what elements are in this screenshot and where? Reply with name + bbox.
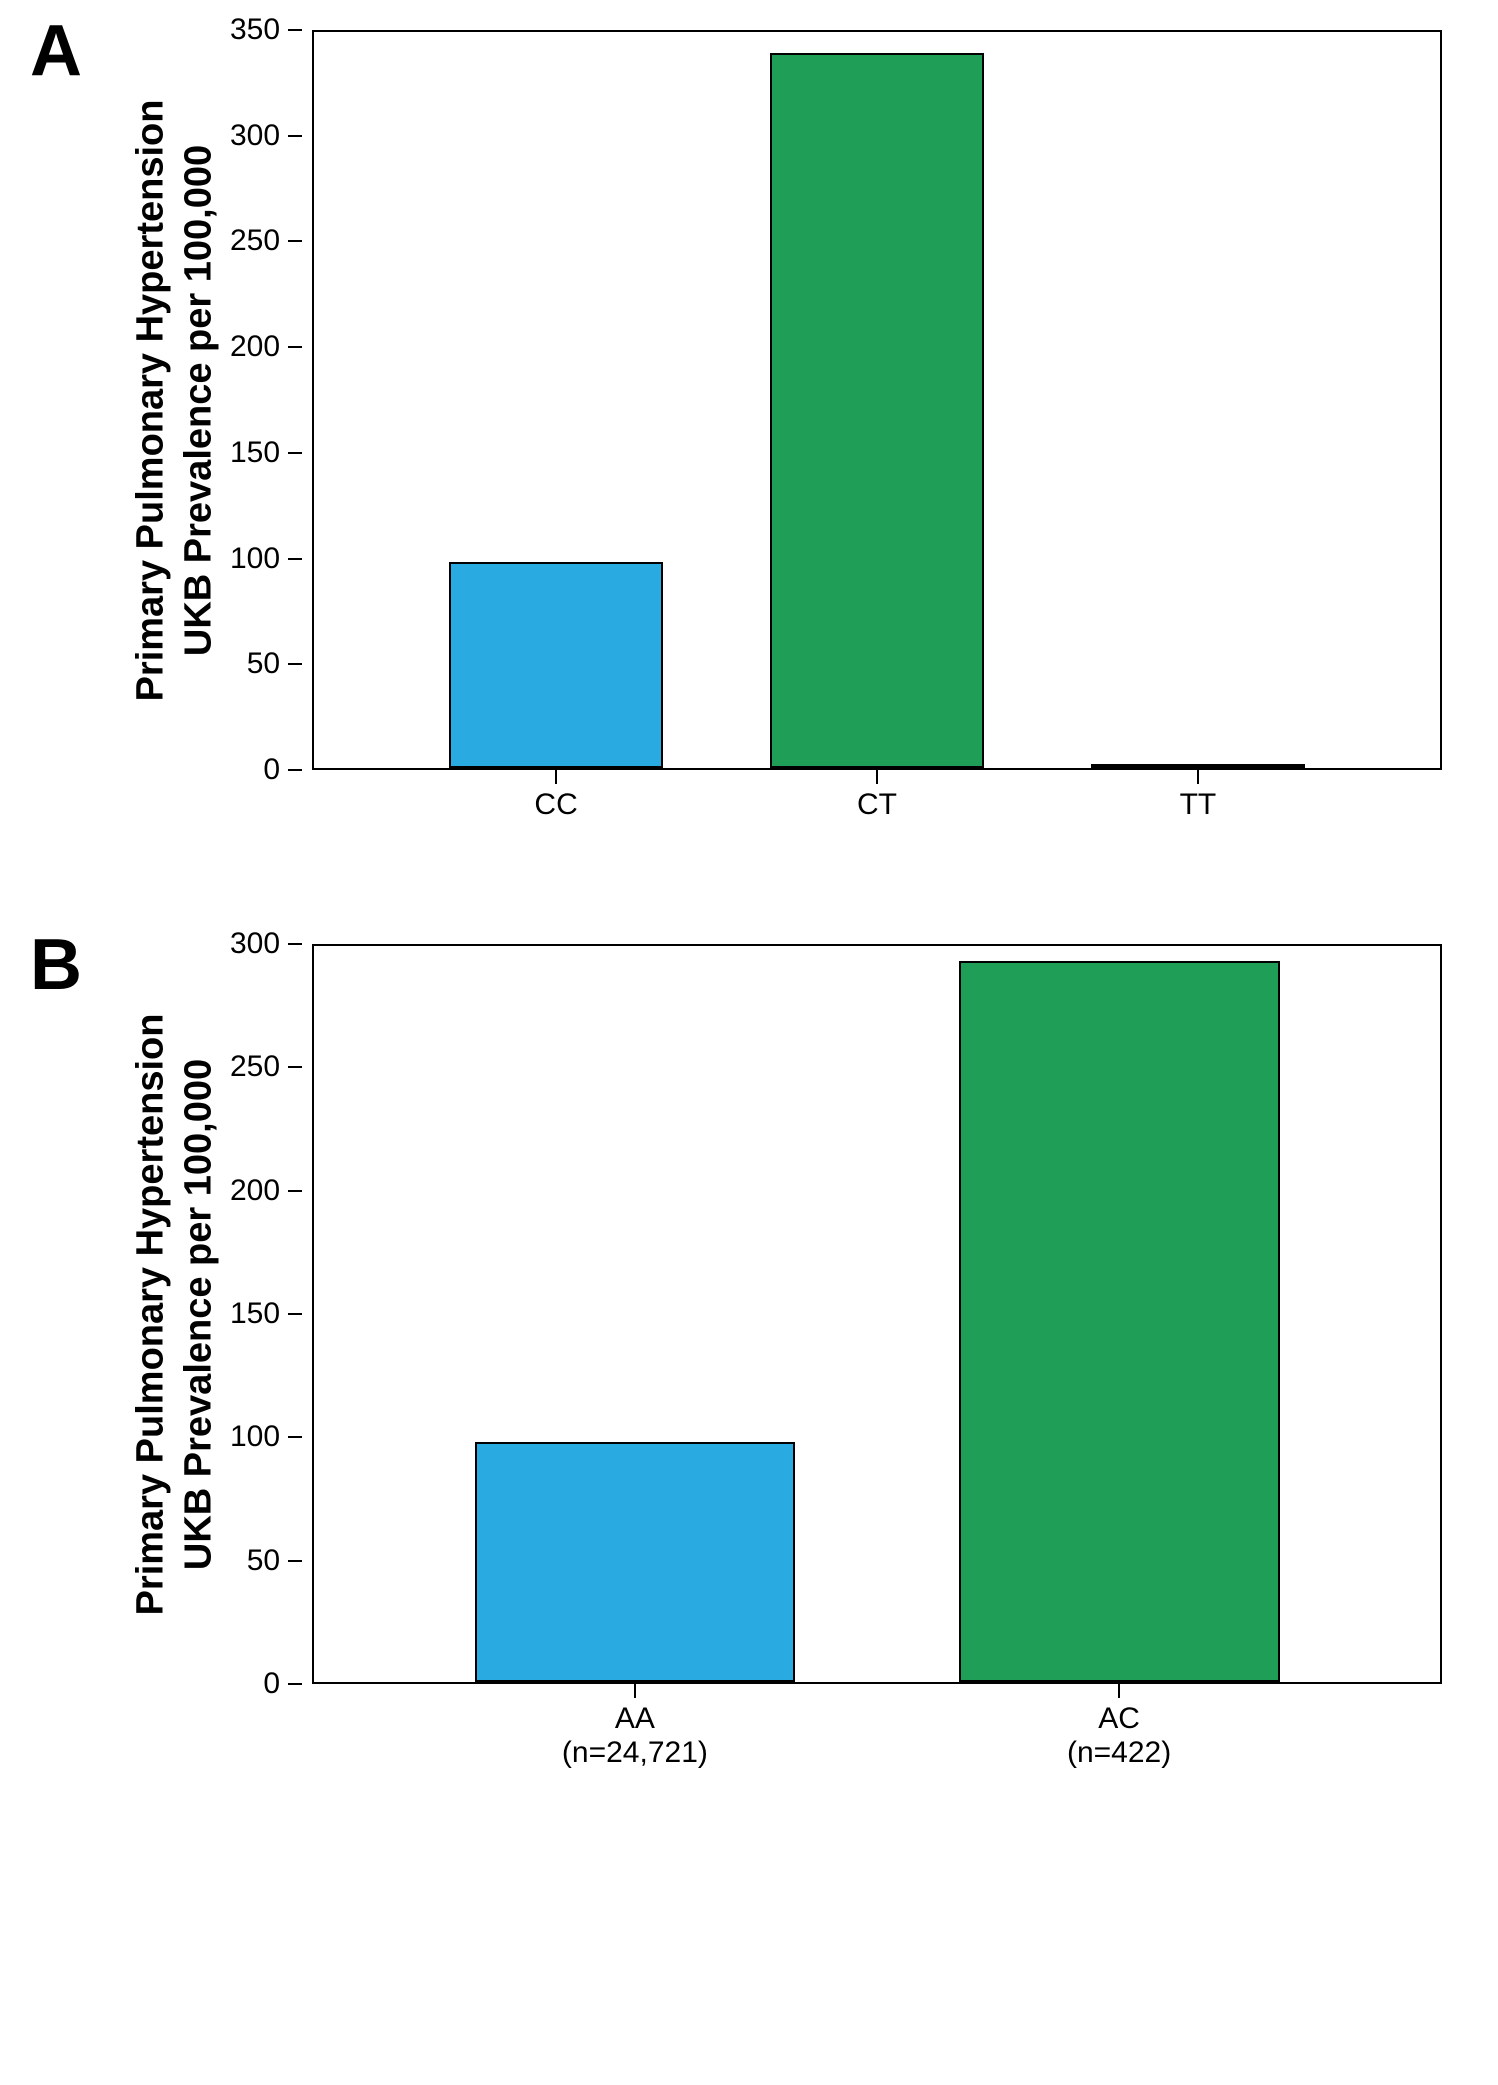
y-axis: 050100150200250300350	[230, 30, 312, 770]
x-label-CT: CT	[857, 788, 897, 822]
x-axis-col: AA(n=24,721) AC(n=422)	[312, 1684, 1442, 1778]
x-tick	[634, 1684, 636, 1698]
y-axis-label: Primary Pulmonary HypertensionUKB Preval…	[128, 99, 223, 701]
chart-wrap: Primary Pulmonary HypertensionUKB Preval…	[120, 30, 1468, 864]
x-labels: CC CT TT	[312, 784, 1442, 864]
x-label-AA: AA(n=24,721)	[562, 1702, 708, 1770]
panel-label: A	[30, 10, 82, 92]
plot-row: 050100150200250300	[230, 944, 1442, 1684]
y-axis-label-box: Primary Pulmonary HypertensionUKB Preval…	[120, 30, 230, 770]
y-axis-label-line2: UKB Prevalence per 100,000	[175, 1013, 223, 1615]
x-tick	[876, 770, 878, 784]
x-subcategory: (n=422)	[1067, 1736, 1171, 1770]
x-labels: AA(n=24,721) AC(n=422)	[312, 1698, 1442, 1778]
x-category: AC	[1098, 1702, 1140, 1735]
x-label-TT: TT	[1180, 788, 1217, 822]
bar-CT	[770, 53, 984, 768]
x-tick-row	[312, 1684, 1442, 1698]
chart-wrap: Primary Pulmonary HypertensionUKB Preval…	[120, 944, 1468, 1778]
x-category: TT	[1180, 788, 1217, 821]
x-subcategory: (n=24,721)	[562, 1736, 708, 1770]
plot-area	[312, 30, 1442, 770]
x-label-CC: CC	[534, 788, 577, 822]
panel-label: B	[30, 924, 82, 1006]
plot-column: 050100150200250300 AA(n=24,721) AC(n=422)	[230, 944, 1442, 1778]
bar-AA	[475, 1442, 796, 1682]
bar-TT	[1091, 764, 1305, 768]
y-axis-label-line1: Primary Pulmonary Hypertension	[128, 1013, 176, 1615]
y-axis-label-line1: Primary Pulmonary Hypertension	[128, 99, 176, 701]
plot-column: 050100150200250300350 CC CT TT	[230, 30, 1442, 864]
x-axis-col: CC CT TT	[312, 770, 1442, 864]
x-label-AC: AC(n=422)	[1067, 1702, 1171, 1770]
x-axis-wrap: CC CT TT	[230, 770, 1442, 864]
x-tick-row	[312, 770, 1442, 784]
y-axis: 050100150200250300	[230, 944, 312, 1684]
plot-area	[312, 944, 1442, 1684]
plot-row: 050100150200250300350	[230, 30, 1442, 770]
x-category: AA	[615, 1702, 655, 1735]
x-category: CT	[857, 788, 897, 821]
y-axis-label-box: Primary Pulmonary HypertensionUKB Preval…	[120, 944, 230, 1684]
panel-A: APrimary Pulmonary HypertensionUKB Preva…	[30, 30, 1468, 864]
bar-CC	[449, 562, 663, 768]
x-tick	[555, 770, 557, 784]
x-tick	[1118, 1684, 1120, 1698]
x-axis-wrap: AA(n=24,721) AC(n=422)	[230, 1684, 1442, 1778]
x-category: CC	[534, 788, 577, 821]
y-axis-label-line2: UKB Prevalence per 100,000	[175, 99, 223, 701]
y-axis-label: Primary Pulmonary HypertensionUKB Preval…	[128, 1013, 223, 1615]
panel-B: BPrimary Pulmonary HypertensionUKB Preva…	[30, 944, 1468, 1778]
bar-AC	[959, 961, 1280, 1682]
x-tick	[1197, 770, 1199, 784]
